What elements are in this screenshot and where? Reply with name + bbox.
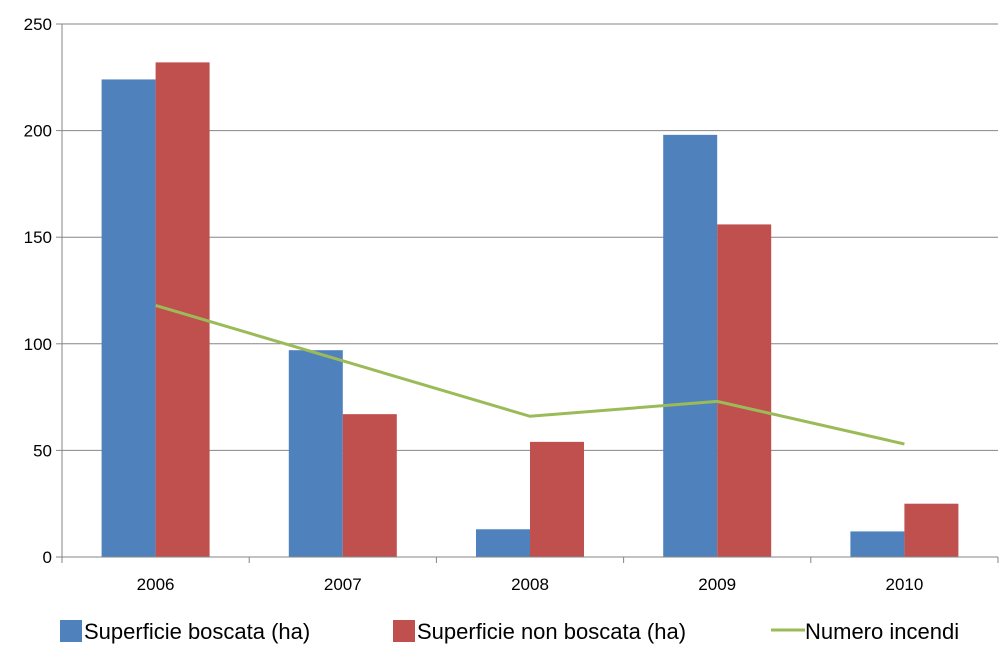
x-tick-labels: 2006 2007 2008 2009 2010	[137, 575, 924, 594]
x-tick-label: 2009	[698, 575, 736, 594]
bar-superficie-non-boscata-2008	[530, 441, 584, 557]
line-numero-incendi	[155, 303, 905, 446]
bar-superficie-boscata-2007	[288, 350, 343, 557]
bar-superficie-boscata-2008	[476, 529, 530, 557]
y-tick-label: 100	[24, 335, 52, 354]
bars	[101, 62, 959, 557]
bar-superficie-non-boscata-2006	[155, 62, 210, 557]
y-tick-label: 50	[33, 441, 52, 460]
axes	[56, 23, 999, 563]
x-tick-label: 2006	[137, 575, 175, 594]
legend-label: Superficie non boscata (ha)	[417, 619, 686, 644]
y-tick-labels: 0 50 100 150 200 250	[24, 15, 52, 567]
bar-superficie-boscata-2009	[663, 134, 718, 557]
legend: Superficie boscata (ha) Superficie non bo…	[60, 619, 959, 644]
x-tick-label: 2010	[885, 575, 923, 594]
legend-label: Numero incendi	[805, 619, 959, 644]
legend-swatch	[60, 620, 82, 642]
bar-superficie-non-boscata-2007	[342, 414, 397, 557]
gridlines	[62, 23, 998, 451]
legend-item-2: Numero incendi	[771, 619, 959, 644]
x-tick-label: 2007	[324, 575, 362, 594]
y-tick-label: 0	[43, 548, 52, 567]
bar-superficie-boscata-2006	[101, 79, 156, 557]
legend-item-0: Superficie boscata (ha)	[60, 619, 310, 644]
bar-superficie-boscata-2010	[850, 531, 905, 557]
legend-label: Superficie boscata (ha)	[84, 619, 310, 644]
bar-superficie-non-boscata-2009	[717, 224, 772, 557]
x-tick-label: 2008	[511, 575, 549, 594]
y-tick-label: 200	[24, 122, 52, 141]
line-series	[155, 303, 905, 446]
legend-item-1: Superficie non boscata (ha)	[393, 619, 686, 644]
y-tick-label: 250	[24, 15, 52, 34]
y-tick-label: 150	[24, 228, 52, 247]
legend-swatch	[393, 620, 415, 642]
bar-superficie-non-boscata-2010	[904, 503, 959, 557]
